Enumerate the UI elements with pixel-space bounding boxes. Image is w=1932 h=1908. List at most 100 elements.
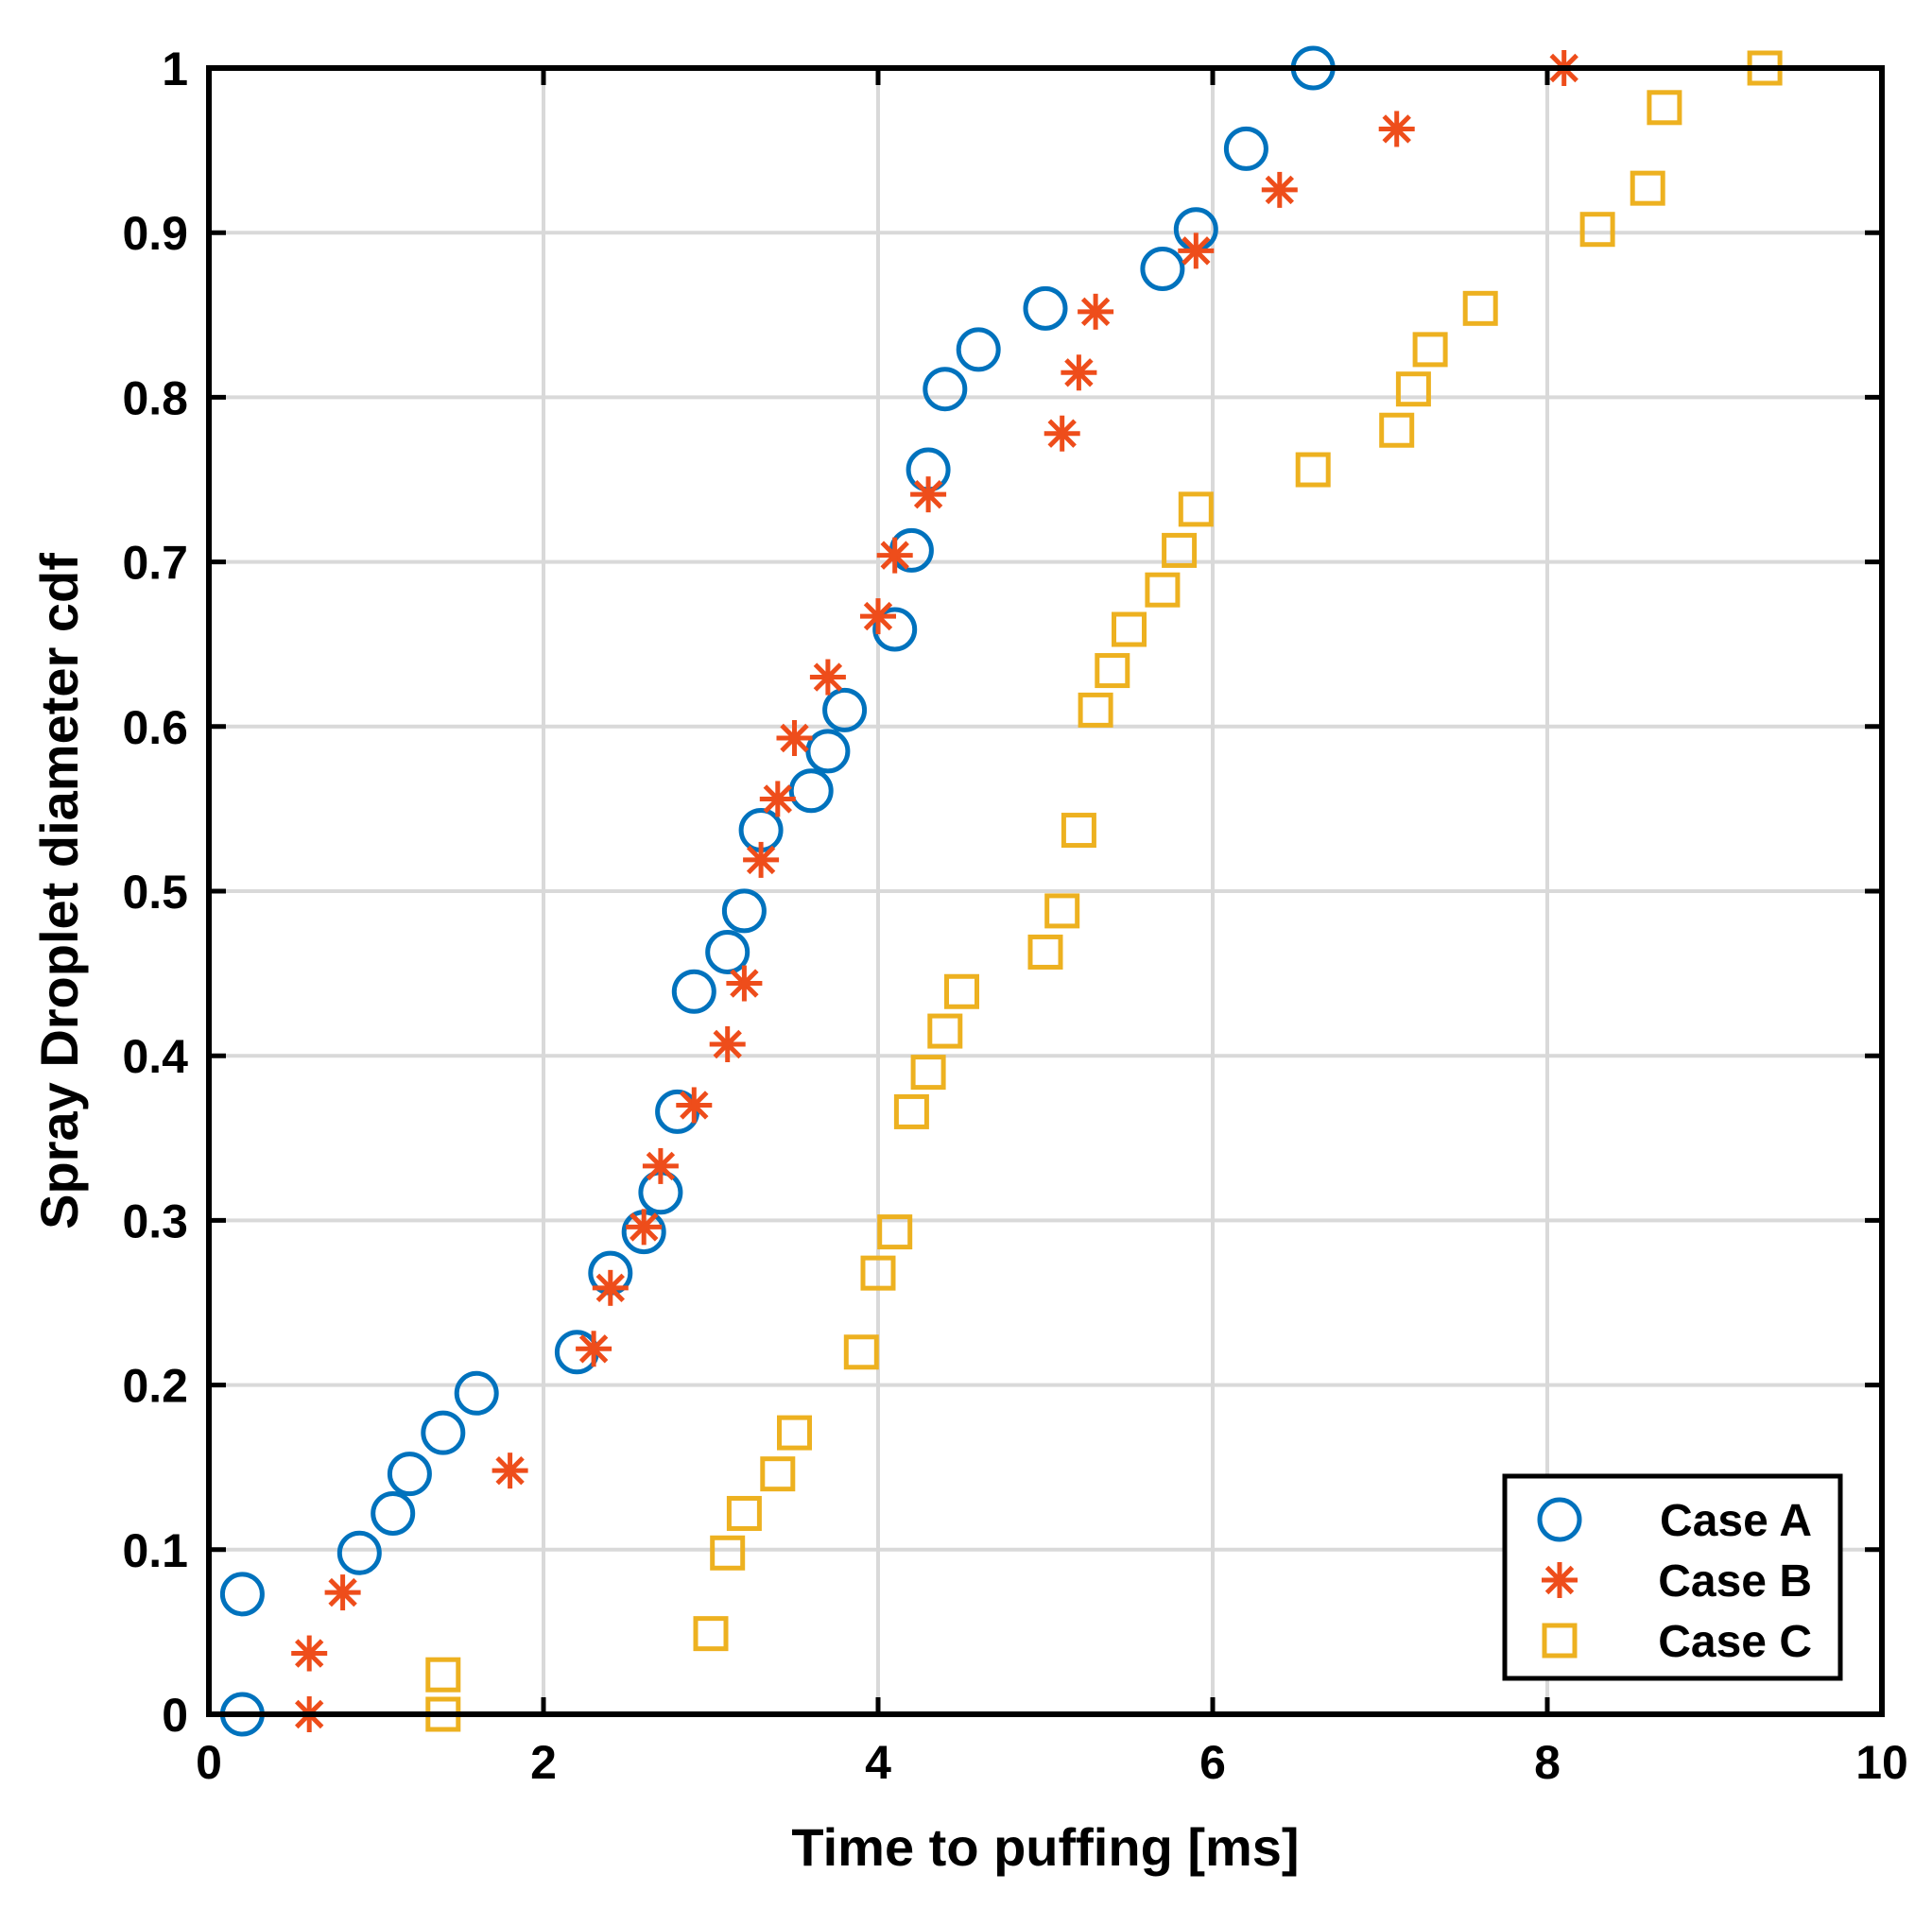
data-point (721, 888, 767, 934)
data-point (1412, 332, 1448, 368)
data-point (655, 1089, 700, 1134)
data-point (219, 1572, 265, 1617)
data-point (324, 1574, 361, 1611)
x-tick-label: 4 (865, 1736, 891, 1789)
data-point (893, 1093, 929, 1129)
data-point (1295, 452, 1331, 488)
data-point (809, 659, 846, 696)
data-point (1162, 532, 1198, 568)
y-tick-label: 0.1 (122, 1524, 188, 1577)
data-point (860, 598, 896, 635)
data-point (1395, 371, 1431, 407)
data-point (1261, 171, 1298, 208)
y-tick-label: 0.9 (122, 207, 188, 260)
data-point (872, 607, 918, 652)
data-point (576, 1331, 612, 1367)
data-point (1379, 412, 1415, 448)
data-point (726, 1495, 762, 1531)
ticks: 0 2 4 6 8 10 0 0.1 0.2 0.3 0.4 0.5 0.6 0.7 0.8 0.9 1 (122, 43, 1907, 1789)
x-tick-label: 6 (1199, 1736, 1226, 1789)
data-point (956, 327, 1001, 372)
y-tick-label: 0.7 (122, 537, 188, 590)
data-point (1078, 293, 1114, 330)
y-tick-label: 0 (162, 1689, 188, 1742)
data-point (1647, 90, 1682, 126)
data-point (843, 1334, 879, 1370)
data-point (776, 719, 813, 756)
data-point (1027, 934, 1063, 970)
data-point (1078, 692, 1113, 728)
legend-marker (1537, 1497, 1582, 1542)
legend-label: Case C (1658, 1617, 1812, 1667)
data-point (759, 781, 796, 817)
data-point (1095, 653, 1130, 689)
data-point (1140, 247, 1185, 292)
legend-label: Case B (1658, 1556, 1812, 1607)
data-point (693, 1616, 729, 1652)
data-point (671, 969, 716, 1014)
data-point (1462, 290, 1498, 326)
data-layer (219, 45, 1783, 1737)
data-point (1630, 170, 1665, 206)
legend-label: Case A (1660, 1496, 1812, 1546)
x-tick-label: 8 (1534, 1736, 1561, 1789)
data-point (822, 687, 868, 732)
data-point (777, 1415, 812, 1451)
data-point (642, 1147, 679, 1184)
y-tick-label: 0.8 (122, 371, 188, 424)
data-point (1044, 893, 1080, 929)
x-axis-label: Time to puffing [ms] (791, 1817, 1299, 1877)
legend: Case A Case B Case C (1502, 1473, 1843, 1681)
legend-marker (1542, 1562, 1578, 1598)
data-point (1112, 611, 1147, 647)
data-point (387, 1452, 432, 1497)
data-point (425, 1657, 461, 1693)
data-point (910, 1055, 946, 1091)
y-tick-label: 0.2 (122, 1360, 188, 1413)
data-point (710, 1535, 746, 1571)
data-point (492, 1452, 528, 1489)
data-point (1178, 491, 1214, 527)
data-point (1223, 126, 1268, 171)
data-point (336, 1530, 382, 1575)
data-point (743, 841, 780, 878)
data-point (676, 1087, 713, 1124)
data-point (626, 1209, 663, 1246)
data-point (291, 1635, 328, 1672)
data-point (860, 1255, 896, 1291)
data-point (705, 929, 750, 974)
x-tick-label: 2 (530, 1736, 557, 1789)
data-point (1378, 111, 1415, 147)
data-point (910, 476, 947, 513)
y-axis-label: Spray Droplet diameter cdf (29, 553, 89, 1229)
grid (209, 68, 1882, 1714)
data-point (371, 1490, 416, 1536)
data-point (592, 1269, 629, 1306)
data-point (805, 729, 851, 774)
data-point (944, 973, 979, 1009)
data-point (1044, 415, 1080, 452)
x-tick-label: 0 (196, 1736, 222, 1789)
data-point (1579, 212, 1615, 248)
y-tick-label: 0.4 (122, 1030, 188, 1083)
y-tick-label: 0.6 (122, 701, 188, 754)
data-point (927, 1013, 963, 1049)
data-point (1023, 285, 1068, 331)
y-tick-label: 1 (162, 43, 188, 95)
data-point (923, 367, 968, 412)
data-point (876, 537, 913, 574)
series-case-b (291, 50, 1582, 1732)
data-point (1145, 572, 1181, 608)
x-tick-label: 10 (1855, 1736, 1908, 1789)
data-point (877, 1214, 913, 1250)
data-point (421, 1410, 466, 1455)
data-point (709, 1026, 746, 1063)
data-point (788, 768, 834, 814)
data-point (1178, 232, 1215, 269)
data-point (726, 965, 763, 1002)
legend-marker (1542, 1623, 1578, 1659)
y-tick-label: 0.3 (122, 1195, 188, 1247)
y-tick-label: 0.5 (122, 866, 188, 919)
data-point (1061, 813, 1096, 849)
